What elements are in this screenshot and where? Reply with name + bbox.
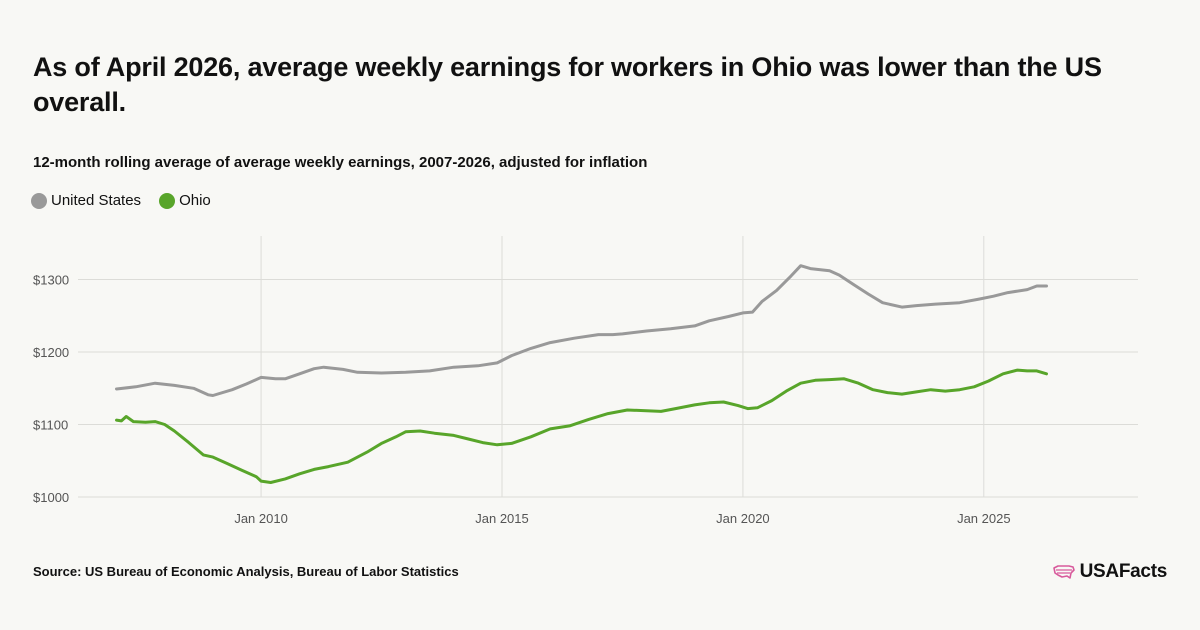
- legend-item-ohio: Ohio: [159, 192, 211, 209]
- x-tick-label: Jan 2015: [475, 511, 529, 526]
- legend-item-united-states: United States: [31, 192, 141, 209]
- legend-swatch-ohio: [159, 192, 176, 209]
- y-tick-label: $1200: [33, 345, 69, 360]
- chart-legend: United States Ohio: [31, 192, 229, 209]
- legend-label-ohio: Ohio: [179, 192, 211, 209]
- y-tick-label: $1100: [33, 418, 68, 433]
- chart-subtitle: 12-month rolling average of average week…: [33, 154, 648, 171]
- source-note: Source: US Bureau of Economic Analysis, …: [33, 564, 459, 579]
- brand-name: USAFacts: [1079, 561, 1168, 582]
- series-line-ohio: [115, 368, 1048, 484]
- grid-layer: [78, 236, 1138, 498]
- axis-layer: $1000 $1100 $1200 $1300 Jan 2010 Jan 2015 Jan …: [33, 273, 1011, 527]
- x-tick-label: Jan 2010: [234, 511, 288, 526]
- chart-title: As of April 2026, average weekly earning…: [33, 52, 1102, 117]
- series-layer: [115, 264, 1048, 484]
- x-tick-label: Jan 2020: [716, 511, 770, 526]
- x-tick-label: Jan 2025: [957, 511, 1011, 526]
- legend-label-united-states: United States: [51, 192, 142, 209]
- legend-swatch-united-states: [31, 192, 47, 209]
- series-line-united-states: [115, 264, 1048, 397]
- brand-logo: USAFacts: [1052, 561, 1168, 583]
- us-map-icon: [1052, 565, 1075, 579]
- y-tick-label: $1300: [33, 273, 69, 288]
- y-tick-label: $1000: [33, 490, 69, 505]
